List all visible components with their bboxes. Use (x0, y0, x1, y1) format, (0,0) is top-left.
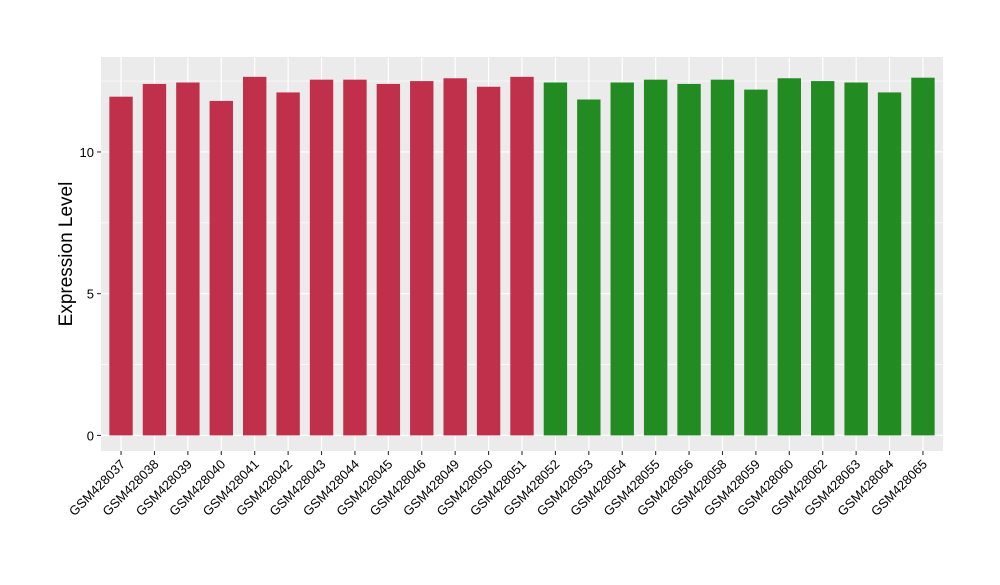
y-tick-label: 10 (80, 145, 94, 160)
bar-gsm428041 (243, 76, 267, 436)
bar-gsm428056 (677, 83, 701, 436)
bar-gsm428059 (744, 89, 768, 436)
y-tick-label: 0 (87, 428, 94, 443)
bar-gsm428037 (109, 96, 133, 436)
bar-gsm428065 (911, 77, 935, 436)
bar-gsm428040 (209, 100, 233, 436)
bar-gsm428058 (710, 79, 735, 436)
bar-gsm428062 (811, 81, 835, 436)
y-axis: 0 5 10 (80, 145, 101, 443)
bar-gsm428043 (309, 79, 334, 436)
bar-gsm428042 (276, 92, 300, 436)
bar-gsm428046 (410, 81, 434, 436)
bar-gsm428055 (643, 79, 668, 436)
y-axis-label: Expression Level (56, 182, 77, 327)
bar-gsm428038 (142, 83, 167, 436)
bar-gsm428063 (844, 82, 868, 436)
bar-gsm428050 (476, 86, 501, 436)
y-tick-label: 5 (87, 287, 94, 302)
bar-gsm428039 (176, 82, 200, 436)
bar-gsm428052 (543, 82, 568, 436)
bar-gsm428051 (510, 76, 534, 436)
bar-gsm428053 (577, 99, 601, 436)
x-axis: GSM428037GSM428038GSM428039GSM428040GSM4… (66, 451, 930, 519)
bar-gsm428060 (777, 78, 801, 436)
bar-gsm428045 (376, 83, 401, 436)
bar-gsm428064 (877, 92, 902, 436)
bar-gsm428054 (610, 82, 634, 436)
bar-gsm428044 (343, 79, 367, 436)
bars (109, 76, 935, 436)
bar-gsm428049 (443, 78, 467, 436)
